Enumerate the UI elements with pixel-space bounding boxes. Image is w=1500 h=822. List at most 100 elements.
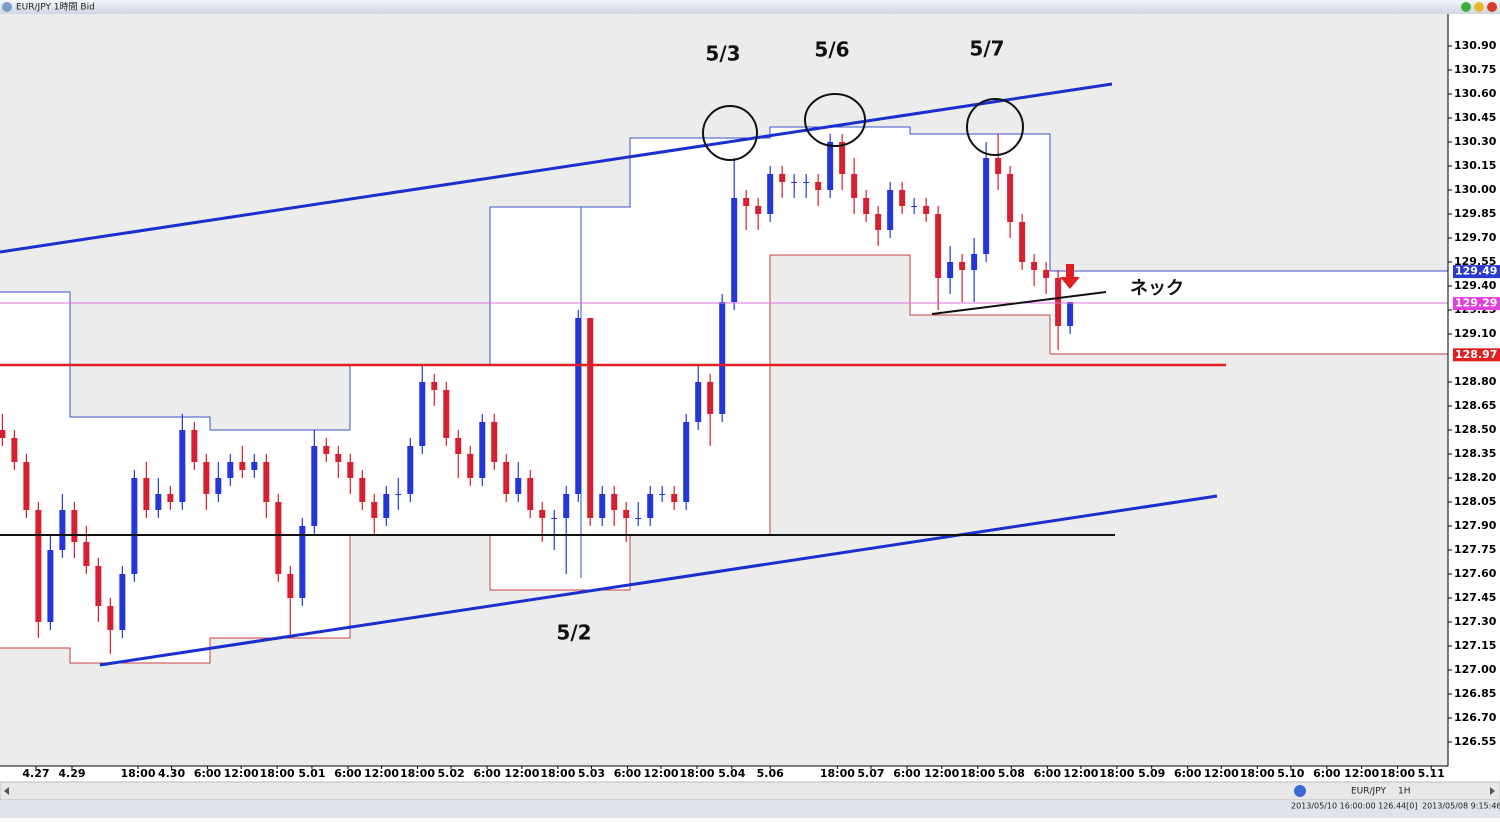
window-icon [2, 2, 12, 12]
y-tick-label: 127.45 [1454, 591, 1496, 604]
candle-body [563, 494, 570, 518]
candle-body [263, 462, 270, 502]
candle-body [647, 494, 654, 518]
candle-body [47, 550, 54, 622]
y-tick-label: 130.90 [1454, 39, 1497, 52]
x-tick-label: 12:00 [1063, 767, 1098, 780]
candle-body [107, 606, 114, 630]
price-tag [1453, 297, 1500, 311]
candle-body [419, 382, 426, 446]
y-tick-label: 129.10 [1454, 327, 1497, 340]
clock: 2013/05/08 9:15:46 [1422, 802, 1500, 811]
y-tick-label: 128.35 [1454, 447, 1496, 460]
candle-body [911, 206, 918, 207]
y-tick-label: 127.90 [1454, 519, 1497, 532]
candle-body [359, 478, 366, 502]
annotation: 5/3 [705, 42, 740, 66]
x-tick-label: 5.01 [298, 767, 325, 780]
candle-body [1067, 302, 1074, 326]
candle-body [659, 494, 666, 495]
candle-body [959, 262, 966, 270]
range-box [910, 134, 1050, 315]
y-tick-label: 127.00 [1454, 663, 1497, 676]
scroll-left[interactable] [4, 787, 9, 795]
candle-body [335, 454, 342, 462]
candle-body [947, 262, 954, 278]
x-tick-label: 12:00 [644, 767, 679, 780]
candle-body [191, 430, 198, 462]
candle-body [227, 462, 234, 478]
range-box [0, 292, 70, 648]
y-tick-label: 130.75 [1454, 63, 1496, 76]
x-tick-label: 6:00 [893, 767, 921, 780]
candle-body [455, 438, 462, 454]
x-tick-label: 18:00 [260, 767, 295, 780]
y-tick-label: 128.80 [1454, 375, 1497, 388]
x-tick-label: 18:00 [120, 767, 155, 780]
candle-body [1043, 270, 1050, 278]
x-tick-label: 6:00 [194, 767, 222, 780]
price-tag [1453, 265, 1500, 279]
annotation: 5/6 [814, 38, 849, 62]
time-axis-background [0, 766, 1448, 782]
x-tick-label: 12:00 [224, 767, 259, 780]
y-tick-label: 128.65 [1454, 399, 1496, 412]
candle-body [539, 510, 546, 518]
y-tick-label: 130.00 [1454, 183, 1497, 196]
scroll-right[interactable] [1490, 787, 1495, 795]
x-tick-label: 12:00 [364, 767, 399, 780]
candle-body [1031, 262, 1038, 270]
candle-body [971, 254, 978, 270]
candle-body [839, 142, 846, 174]
x-tick-label: 6:00 [1313, 767, 1341, 780]
title-bar [0, 0, 1500, 14]
lower-channel-line [99, 494, 1218, 667]
x-tick-label: 6:00 [334, 767, 362, 780]
y-tick-label: 128.05 [1454, 495, 1496, 508]
candle-body [443, 390, 450, 438]
candle-body [155, 494, 162, 510]
candle-body [503, 462, 510, 494]
candle-body [0, 430, 6, 438]
candle-body [119, 574, 126, 630]
timeframe-selector[interactable]: 1H [1398, 787, 1411, 797]
minimize-button[interactable] [1461, 2, 1471, 12]
y-tick-label: 127.30 [1454, 615, 1497, 628]
price-tag-label: 128.97 [1455, 348, 1497, 361]
x-tick-label: 5.07 [857, 767, 884, 780]
x-tick-label: 18:00 [400, 767, 435, 780]
range-box [1050, 271, 1448, 354]
x-tick-label: 6:00 [614, 767, 642, 780]
y-tick-label: 128.50 [1454, 423, 1497, 436]
x-tick-label: 4.29 [58, 767, 85, 780]
x-tick-label: 18:00 [1240, 767, 1275, 780]
x-tick-label: 18:00 [1099, 767, 1134, 780]
candle-body [251, 462, 258, 470]
symbol-selector[interactable]: EUR/JPY [1351, 787, 1386, 797]
candle-body [11, 438, 18, 462]
candle-body [23, 462, 30, 510]
candle-body [383, 494, 390, 518]
x-tick-label: 18:00 [540, 767, 575, 780]
globe-icon[interactable] [1294, 785, 1306, 797]
down-arrow [1060, 264, 1080, 289]
scrollbar[interactable] [0, 781, 1500, 801]
candle-body [551, 518, 558, 519]
close-button[interactable] [1487, 2, 1497, 12]
candle-body [215, 478, 222, 494]
candle-body [887, 190, 894, 230]
highlight-circle [702, 105, 758, 161]
candle-body [755, 206, 762, 214]
highlight-circle [966, 98, 1024, 156]
candle-body [311, 446, 318, 526]
candle-body [1055, 278, 1062, 326]
candle-body [791, 182, 798, 183]
candle-body [287, 574, 294, 598]
maximize-button[interactable] [1474, 2, 1484, 12]
candle-body [863, 198, 870, 214]
y-tick-label: 130.60 [1454, 87, 1497, 100]
x-tick-label: 12:00 [504, 767, 539, 780]
candle-body [299, 526, 306, 598]
price-tag-label: 129.29 [1455, 297, 1497, 310]
